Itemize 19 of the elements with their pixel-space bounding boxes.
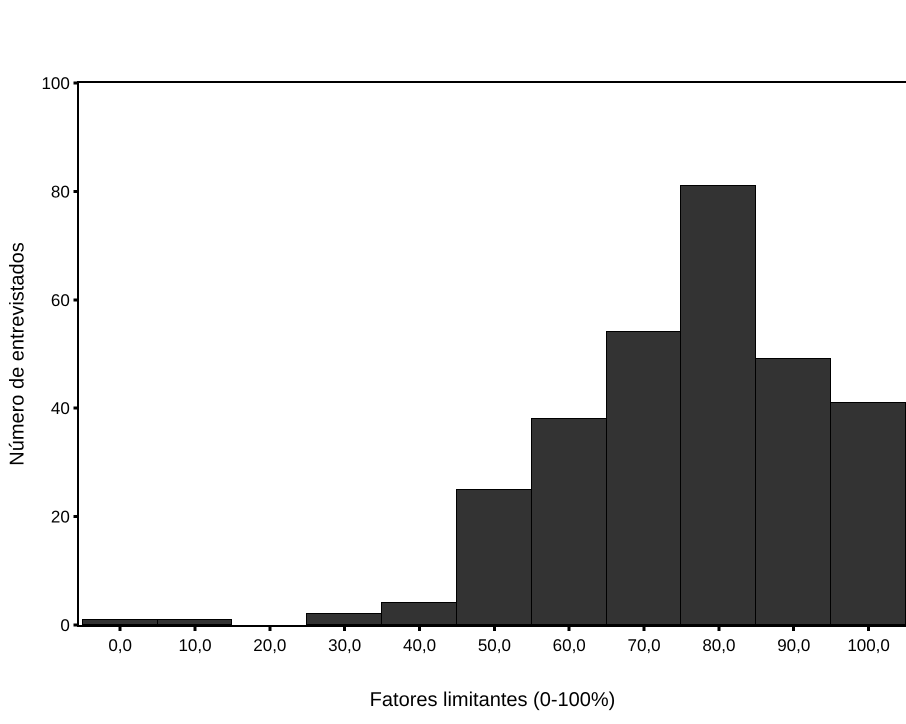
y-axis-title: Número de entrevistados <box>6 242 28 466</box>
x-tick-label: 40,0 <box>402 636 436 656</box>
x-tick-label: 10,0 <box>178 636 212 656</box>
x-tick-label: 70,0 <box>628 636 661 656</box>
x-tick-label: 20,0 <box>253 636 286 656</box>
x-tick-label: 80,0 <box>702 636 736 656</box>
x-axis-title: Fatores limitantes (0-100%) <box>370 689 616 712</box>
x-tick-label: 100,0 <box>847 636 890 656</box>
x-tick-label: 50,0 <box>478 636 511 656</box>
x-tick-label: 60,0 <box>552 636 586 656</box>
y-tick-label: 20 <box>50 508 70 527</box>
y-tick-label: 60 <box>50 290 70 310</box>
y-tick-label: 80 <box>50 182 70 202</box>
y-tick-label: 40 <box>50 399 70 418</box>
x-tick-label: 90,0 <box>777 636 810 656</box>
x-tick-label: 30,0 <box>328 636 362 656</box>
y-tick-label: 100 <box>41 74 70 93</box>
x-tick-label: 0,0 <box>108 636 132 656</box>
y-tick-label: 0 <box>60 616 70 635</box>
